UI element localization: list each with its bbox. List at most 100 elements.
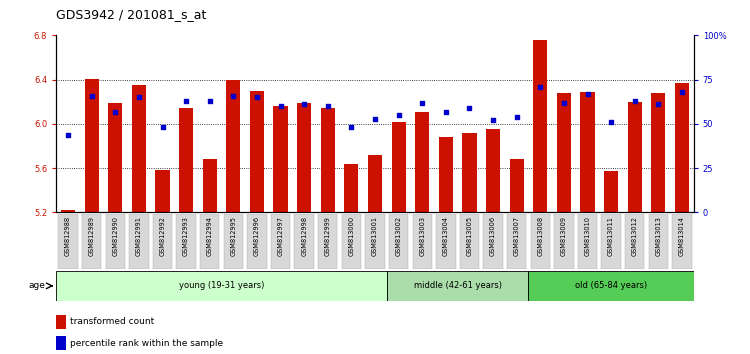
Text: GSM813014: GSM813014 <box>679 216 685 256</box>
Point <box>86 93 98 98</box>
Bar <box>672 214 692 269</box>
Bar <box>295 214 314 269</box>
Bar <box>226 80 241 212</box>
Bar <box>176 214 196 269</box>
Text: GSM813003: GSM813003 <box>419 216 425 256</box>
Text: GSM812991: GSM812991 <box>136 216 142 256</box>
Text: GSM813004: GSM813004 <box>442 216 448 256</box>
Point <box>416 100 428 105</box>
Text: GSM812988: GSM812988 <box>65 216 71 256</box>
Bar <box>365 214 385 269</box>
Text: GSM812993: GSM812993 <box>183 216 189 256</box>
Point <box>157 125 169 130</box>
Bar <box>533 40 548 212</box>
Bar <box>200 214 220 269</box>
Text: middle (42-61 years): middle (42-61 years) <box>414 281 502 290</box>
Text: GSM812999: GSM812999 <box>325 216 331 256</box>
Bar <box>129 214 149 269</box>
Point <box>369 116 381 121</box>
Text: GSM813010: GSM813010 <box>584 216 590 256</box>
Point <box>251 95 263 100</box>
Text: GSM812992: GSM812992 <box>160 216 166 256</box>
Point <box>558 100 570 105</box>
Text: GSM813000: GSM813000 <box>349 216 355 256</box>
Text: GSM812989: GSM812989 <box>88 216 94 256</box>
Point <box>534 84 546 90</box>
Bar <box>509 159 524 212</box>
Point <box>133 95 145 100</box>
Text: GSM813002: GSM813002 <box>395 216 401 256</box>
Point <box>346 125 358 130</box>
Text: GSM812998: GSM812998 <box>302 216 307 256</box>
Bar <box>179 108 194 212</box>
Text: GSM813006: GSM813006 <box>490 216 496 256</box>
Bar <box>625 214 644 269</box>
Bar <box>58 214 78 269</box>
Bar <box>436 214 455 269</box>
Text: GSM813009: GSM813009 <box>561 216 567 256</box>
Bar <box>578 214 597 269</box>
Text: percentile rank within the sample: percentile rank within the sample <box>70 339 224 348</box>
Text: GSM813011: GSM813011 <box>608 216 614 256</box>
Bar <box>416 112 429 212</box>
Bar <box>556 93 571 212</box>
Bar <box>271 214 290 269</box>
Bar <box>554 214 574 269</box>
Bar <box>297 103 311 212</box>
Point <box>511 114 523 120</box>
Point <box>464 105 476 111</box>
Bar <box>387 271 529 301</box>
Bar <box>413 214 432 269</box>
Point <box>605 119 617 125</box>
Bar <box>529 271 694 301</box>
Bar <box>321 108 334 212</box>
Text: GSM812995: GSM812995 <box>230 216 236 256</box>
Bar <box>483 214 502 269</box>
Bar <box>392 122 406 212</box>
Bar <box>368 155 382 212</box>
Bar <box>602 214 621 269</box>
Bar <box>56 315 66 329</box>
Text: GSM812994: GSM812994 <box>207 216 213 256</box>
Bar <box>318 214 338 269</box>
Text: age: age <box>28 281 45 290</box>
Point <box>581 91 593 97</box>
Point <box>298 102 310 107</box>
Point <box>628 98 640 104</box>
Point <box>487 118 499 123</box>
Bar <box>651 93 665 212</box>
Text: GDS3942 / 201081_s_at: GDS3942 / 201081_s_at <box>56 8 206 21</box>
Bar <box>132 85 146 212</box>
Point <box>62 132 74 137</box>
Point <box>676 89 688 95</box>
Bar <box>274 106 288 212</box>
Bar <box>344 164 358 212</box>
Text: old (65-84 years): old (65-84 years) <box>575 281 647 290</box>
Point <box>392 112 404 118</box>
Point <box>110 109 122 114</box>
Bar <box>439 137 453 212</box>
Point <box>652 102 664 107</box>
Bar <box>248 214 267 269</box>
Bar <box>56 336 66 350</box>
Text: GSM813013: GSM813013 <box>656 216 662 256</box>
Text: young (19-31 years): young (19-31 years) <box>178 281 264 290</box>
Text: GSM813012: GSM813012 <box>632 216 638 256</box>
Bar <box>580 92 595 212</box>
Bar <box>106 214 125 269</box>
Bar <box>82 214 101 269</box>
Text: transformed count: transformed count <box>70 317 154 326</box>
Text: GSM813005: GSM813005 <box>466 216 472 256</box>
Bar <box>202 159 217 212</box>
Point <box>322 103 334 109</box>
Bar <box>604 171 618 212</box>
Text: GSM813001: GSM813001 <box>372 216 378 256</box>
Bar <box>155 170 170 212</box>
Bar <box>342 214 361 269</box>
Bar <box>628 102 642 212</box>
Text: GSM812997: GSM812997 <box>278 216 284 256</box>
Bar <box>250 91 264 212</box>
Bar <box>649 214 668 269</box>
Bar <box>675 83 689 212</box>
Bar <box>85 79 99 212</box>
